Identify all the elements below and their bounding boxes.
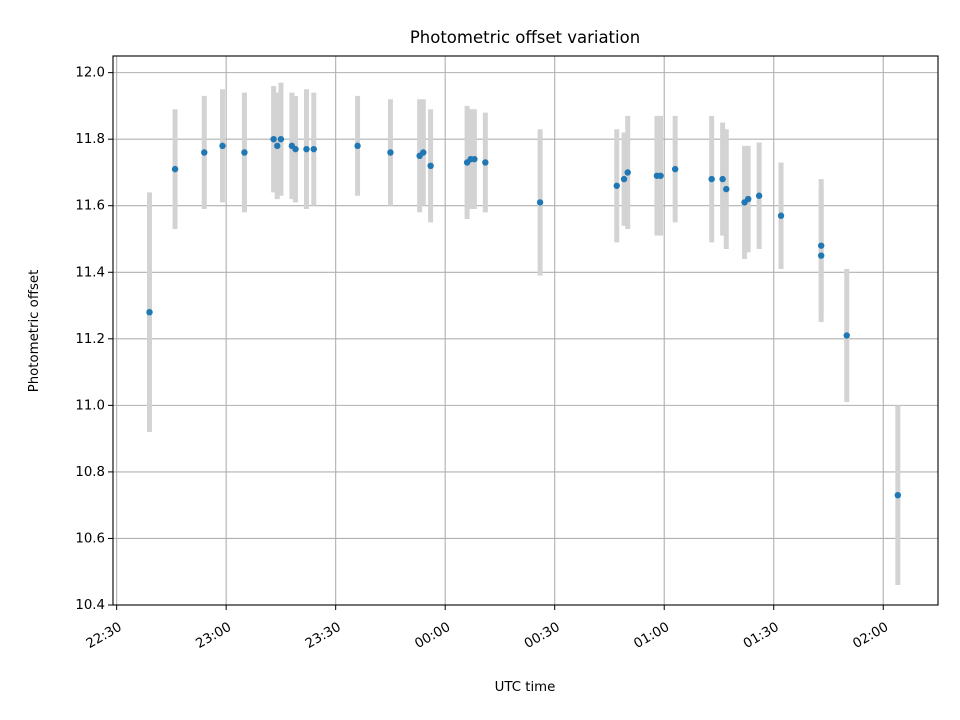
data-point [420, 149, 427, 156]
x-axis-label: UTC time [495, 680, 556, 695]
data-point [482, 159, 489, 166]
data-points [146, 135, 902, 499]
data-point [624, 169, 631, 176]
data-point [219, 142, 226, 150]
data-point [671, 165, 679, 173]
y-tick-label: 11.0 [75, 398, 105, 413]
y-tick-label: 11.8 [75, 132, 105, 147]
data-point [241, 149, 248, 156]
data-point [755, 192, 763, 199]
data-point [277, 135, 285, 143]
data-point [292, 145, 299, 153]
chart-title: Photometric offset variation [410, 28, 640, 47]
data-point [817, 242, 825, 249]
y-axis-ticks: 10.4 10.6 10.8 11.0 11.2 11.4 11.6 11.8 12.0 [75, 66, 113, 613]
y-tick-label: 10.8 [75, 465, 105, 480]
data-point [201, 149, 208, 156]
data-point [843, 332, 850, 339]
data-point [777, 212, 785, 219]
data-point [303, 145, 310, 153]
data-point [744, 195, 752, 203]
data-point [620, 175, 628, 183]
data-point [354, 142, 361, 150]
y-tick-label: 12.0 [75, 66, 105, 81]
data-point [723, 185, 730, 193]
data-point [536, 199, 544, 206]
data-point [427, 162, 434, 169]
data-point [387, 149, 394, 156]
data-point [708, 175, 715, 183]
grid [113, 56, 938, 606]
y-axis-label: Photometric offset [27, 270, 42, 393]
y-tick-label: 11.6 [75, 199, 105, 214]
y-tick-label: 10.4 [75, 598, 105, 613]
data-point [471, 155, 478, 163]
plot-frame [112, 55, 939, 606]
data-point [270, 135, 277, 143]
data-point [817, 252, 825, 259]
y-tick-label: 11.4 [75, 265, 105, 280]
data-point [894, 492, 902, 499]
data-point [146, 309, 153, 316]
data-point [310, 145, 317, 153]
data-point [274, 142, 281, 150]
y-tick-label: 10.6 [75, 531, 105, 546]
data-point [171, 165, 179, 173]
data-point [657, 172, 664, 179]
y-tick-label: 11.2 [75, 332, 105, 347]
data-point [719, 175, 726, 183]
data-point [613, 182, 620, 189]
